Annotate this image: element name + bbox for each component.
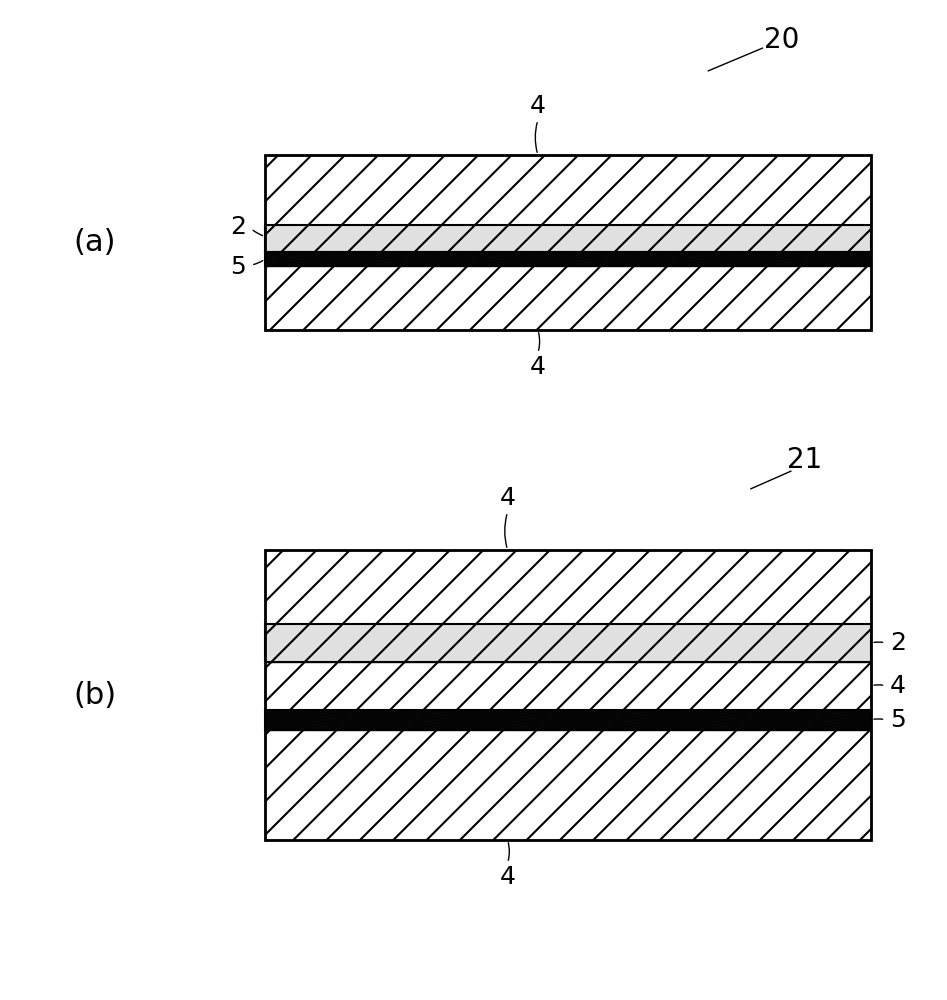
Text: 4: 4	[500, 865, 515, 889]
Text: (a): (a)	[74, 228, 116, 257]
Text: 4: 4	[500, 486, 515, 510]
Text: 21: 21	[787, 446, 823, 474]
Text: 5: 5	[890, 708, 906, 732]
Text: 20: 20	[763, 26, 799, 54]
Bar	[265, 550, 871, 624]
Bar	[265, 252, 871, 266]
Text: 2: 2	[230, 215, 246, 239]
Text: 5: 5	[230, 255, 246, 279]
Bar	[265, 225, 871, 252]
Bar	[265, 550, 871, 840]
Bar	[265, 730, 871, 840]
Bar	[265, 624, 871, 662]
Text: (b): (b)	[73, 680, 116, 710]
Bar	[265, 266, 871, 330]
Bar	[265, 662, 871, 710]
Bar	[265, 710, 871, 730]
Text: 4: 4	[530, 355, 545, 379]
Bar	[265, 155, 871, 225]
Bar	[265, 155, 871, 330]
Text: 4: 4	[890, 674, 906, 698]
Text: 4: 4	[530, 94, 545, 118]
Text: 2: 2	[890, 631, 906, 655]
